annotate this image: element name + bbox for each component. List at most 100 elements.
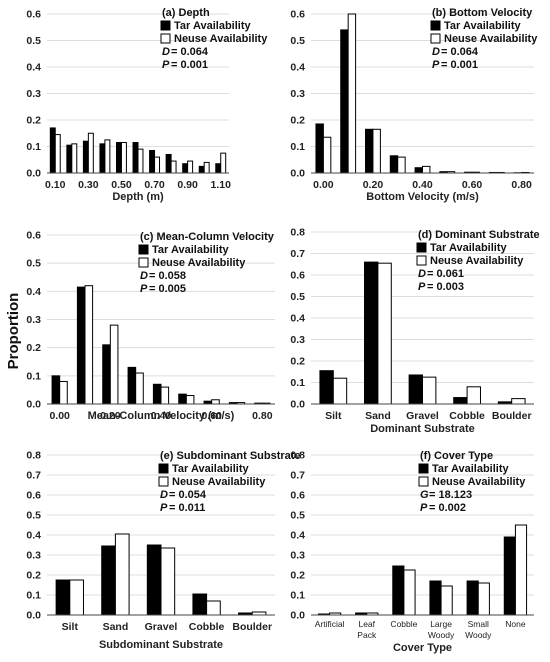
x-tick-label: 0.40 <box>151 410 172 422</box>
y-tick-label: 0.8 <box>290 227 305 239</box>
bar-tar <box>466 580 479 616</box>
x-tick-label: 0.60 <box>201 410 222 422</box>
x-tick-label: Woody <box>428 630 455 640</box>
stat-key: D <box>418 268 426 280</box>
y-tick-label: 0.6 <box>26 9 41 21</box>
legend-swatch <box>158 463 169 474</box>
stat-value: = 0.005 <box>149 283 186 295</box>
x-tick-label: Silt <box>325 410 342 422</box>
bar-neuse <box>322 136 332 174</box>
stat-value: = 0.001 <box>441 59 478 71</box>
bar-neuse <box>59 380 68 405</box>
bar-neuse <box>160 386 170 405</box>
y-tick-label: 0.2 <box>290 356 305 368</box>
stat-value: = 0.061 <box>427 268 464 280</box>
panel-title: (b) Bottom Velocity <box>432 7 533 19</box>
x-axis-title: Cover Type <box>393 642 452 654</box>
x-tick-label: Leaf <box>358 619 375 629</box>
chart-panel-a: 0.0 0.1 0.2 0.3 0.4 0.5 0.6 0.10 0.30 0.50 0.70 0.9… <box>26 7 268 203</box>
stat-key: P <box>432 59 440 71</box>
bar-neuse <box>120 142 127 174</box>
stat-value: = 18.123 <box>429 489 472 501</box>
x-tick-label: 0.10 <box>45 179 66 191</box>
bar-tar <box>182 163 189 174</box>
bar-neuse <box>87 132 94 174</box>
bar-tar <box>364 261 379 405</box>
y-tick-label: 0.1 <box>290 141 305 153</box>
legend-swatch <box>160 33 171 44</box>
y-tick-label: 0.3 <box>26 550 41 562</box>
panel-title: (e) Subdominant Substrate <box>160 450 301 462</box>
y-tick-label: 0.0 <box>26 610 41 622</box>
legend-swatch <box>418 476 429 487</box>
x-tick-label: 0.70 <box>144 179 165 191</box>
bar-tar <box>149 149 156 174</box>
bar-neuse <box>372 128 381 174</box>
bar-tar <box>215 163 222 174</box>
y-tick-label: 0.4 <box>290 62 305 74</box>
legend-swatch <box>416 242 427 253</box>
y-tick-label: 0.5 <box>290 291 305 303</box>
bar-neuse <box>514 524 528 616</box>
x-tick-label: Cobble <box>189 621 225 633</box>
x-tick-label: Cobble <box>390 619 417 629</box>
stat-key: P <box>420 502 428 514</box>
stat-value: = 0.064 <box>441 46 479 58</box>
y-axis-label: Proportion <box>5 293 22 370</box>
bar-tar <box>453 397 468 405</box>
panels: 0.0 0.1 0.2 0.3 0.4 0.5 0.6 0.10 0.30 0.50 0.70 0.9… <box>26 7 539 654</box>
stat-key: G <box>420 489 429 501</box>
x-tick-label: 0.40 <box>412 179 433 191</box>
stat-key: P <box>418 281 426 293</box>
bar-tar <box>408 374 423 405</box>
bar-neuse <box>440 585 453 616</box>
bar-tar <box>51 375 61 405</box>
stat-key: P <box>162 59 170 71</box>
bar-tar <box>132 142 139 174</box>
y-tick-label: 0.1 <box>26 141 41 153</box>
y-tick-label: 0.1 <box>290 590 305 602</box>
panel-title: (d) Dominant Substrate <box>418 229 540 241</box>
bar-neuse <box>397 156 406 174</box>
legend-swatch <box>158 476 169 487</box>
y-tick-label: 0.2 <box>26 342 41 354</box>
bar-neuse <box>154 156 161 174</box>
stat-key: P <box>160 502 168 514</box>
x-tick-label: Boulder <box>232 621 272 633</box>
stat-value: = 0.001 <box>171 59 208 71</box>
legend-swatch <box>418 463 429 474</box>
bar-neuse <box>220 152 227 174</box>
bar-neuse <box>69 579 84 616</box>
y-tick-label: 0.7 <box>290 470 305 482</box>
bar-tar <box>192 593 208 616</box>
x-tick-label: Small <box>468 619 489 629</box>
x-tick-label: Artificial <box>315 619 345 629</box>
bar-neuse <box>347 13 357 174</box>
bar-neuse <box>466 386 481 405</box>
legend-swatch <box>430 20 441 31</box>
y-tick-label: 0.5 <box>290 35 305 47</box>
bar-tar <box>389 155 399 174</box>
y-tick-label: 0.4 <box>290 530 305 542</box>
bar-neuse <box>137 148 144 174</box>
x-tick-label: None <box>505 619 526 629</box>
x-tick-label: Silt <box>62 621 79 633</box>
legend-label: Neuse Availability <box>152 257 246 269</box>
stat-key: D <box>162 46 170 58</box>
legend-label: Neuse Availability <box>174 33 268 45</box>
bar-neuse <box>477 582 490 616</box>
y-tick-label: 0.0 <box>290 610 305 622</box>
bar-tar <box>198 165 205 174</box>
bar-tar <box>315 123 324 174</box>
x-tick-label: Gravel <box>145 621 178 633</box>
legend-label: Neuse Availability <box>432 476 526 488</box>
legend-swatch <box>138 257 149 268</box>
bar-tar <box>152 383 162 405</box>
bar-neuse <box>109 324 119 405</box>
y-tick-label: 0.2 <box>290 115 305 127</box>
y-tick-label: 0.2 <box>26 570 41 582</box>
x-tick-label: Gravel <box>406 410 439 422</box>
legend-label: Tar Availability <box>152 244 230 256</box>
bar-neuse <box>160 547 176 616</box>
bar-tar <box>82 140 89 174</box>
